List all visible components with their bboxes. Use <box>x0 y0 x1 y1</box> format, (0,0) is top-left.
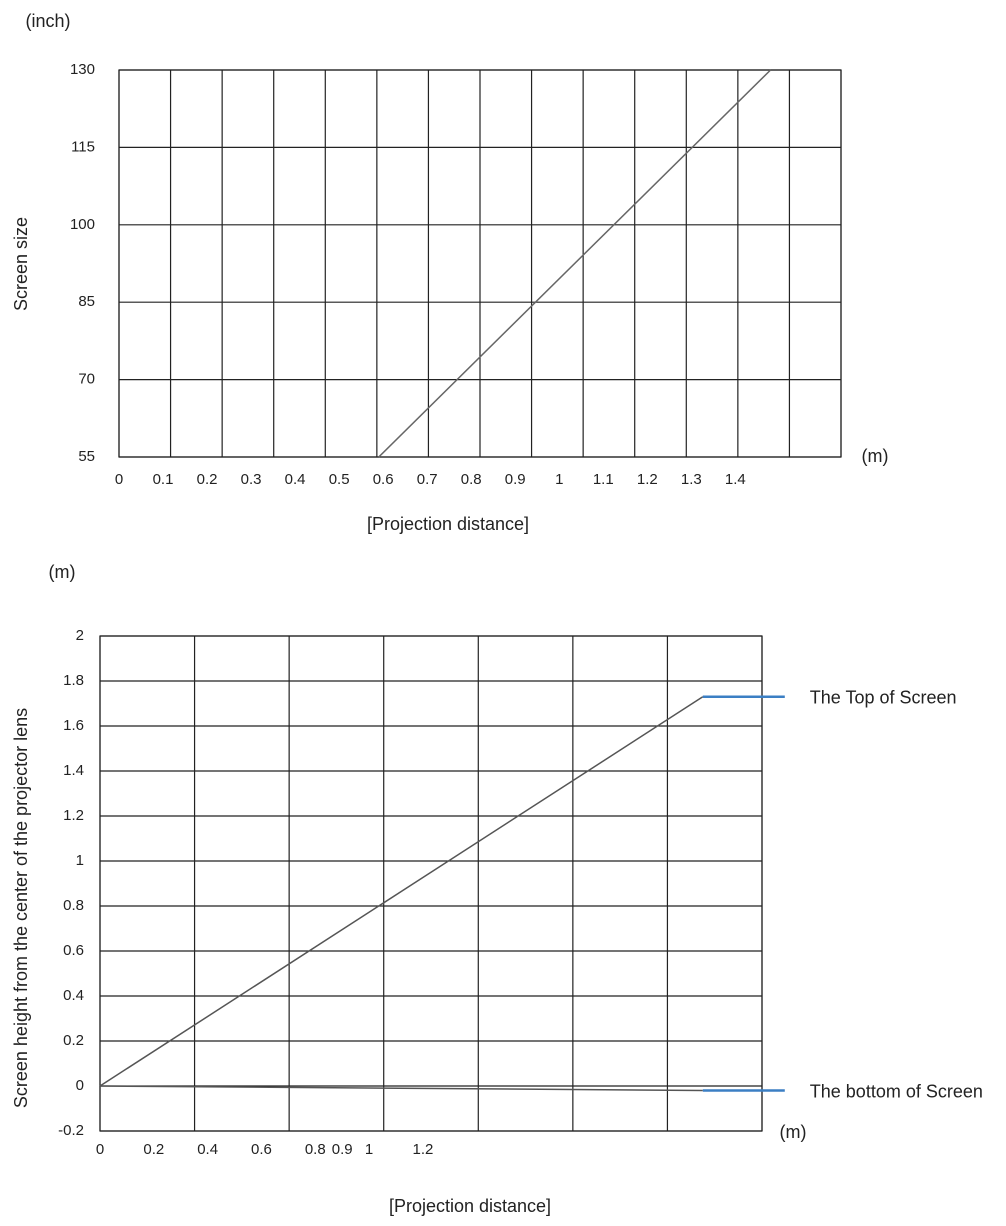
y-axis-label: Screen height from the center of the pro… <box>11 708 31 1108</box>
y-unit: (inch) <box>25 11 70 31</box>
y-tick-label: 100 <box>70 216 95 233</box>
x-tick-label: 0.5 <box>329 471 350 488</box>
x-tick-label: 0.6 <box>251 1141 272 1158</box>
x-tick-label: 1 <box>365 1141 373 1158</box>
x-tick-label: 0.4 <box>197 1141 218 1158</box>
series-line <box>99 696 704 1087</box>
series-line <box>378 69 772 458</box>
x-axis-label: [Projection distance] <box>389 1196 551 1216</box>
x-tick-label: 0.7 <box>417 471 438 488</box>
x-tick-label: 1.1 <box>593 471 614 488</box>
x-unit: (m) <box>862 446 889 466</box>
x-tick-label: 0.6 <box>373 471 394 488</box>
x-tick-label: 0.9 <box>332 1141 353 1158</box>
x-tick-label: 0.4 <box>285 471 306 488</box>
y-tick-label: 1.2 <box>63 807 84 824</box>
plot-border <box>118 69 842 458</box>
y-tick-label: 1.8 <box>63 672 84 689</box>
y-tick-label: 0.8 <box>63 897 84 914</box>
x-tick-label: 0.2 <box>143 1141 164 1158</box>
series-line <box>99 1085 703 1092</box>
y-tick-label: 0.6 <box>63 942 84 959</box>
x-tick-label: 1 <box>555 471 563 488</box>
plot-border <box>99 635 763 1132</box>
x-tick-label: 0.1 <box>153 471 174 488</box>
y-tick-label: 1.6 <box>63 717 84 734</box>
x-tick-label: 0.3 <box>241 471 262 488</box>
x-tick-label: 0 <box>96 1141 104 1158</box>
y-axis-label: Screen size <box>11 217 31 311</box>
x-tick-label: 0.8 <box>305 1141 326 1158</box>
y-tick-label: 1.4 <box>63 762 84 779</box>
x-tick-label: 0.8 <box>461 471 482 488</box>
y-unit: (m) <box>49 562 76 582</box>
y-tick-label: 115 <box>71 138 95 155</box>
x-tick-label: 1.4 <box>725 471 746 488</box>
y-tick-label: 0 <box>76 1077 84 1094</box>
y-tick-label: 55 <box>78 448 95 465</box>
x-unit: (m) <box>780 1122 807 1142</box>
y-tick-label: 130 <box>70 61 95 78</box>
y-tick-label: 0.4 <box>63 987 84 1004</box>
x-axis-label: [Projection distance] <box>367 514 529 534</box>
y-tick-label: -0.2 <box>58 1122 84 1139</box>
series-label: The Top of Screen <box>810 688 957 708</box>
x-tick-label: 0 <box>115 471 123 488</box>
y-tick-label: 85 <box>78 293 95 310</box>
y-tick-label: 0.2 <box>63 1032 84 1049</box>
x-tick-label: 1.3 <box>681 471 702 488</box>
x-tick-label: 1.2 <box>412 1141 433 1158</box>
x-tick-label: 0.2 <box>197 471 218 488</box>
series-label: The bottom of Screen <box>810 1081 983 1101</box>
x-tick-label: 0.9 <box>505 471 526 488</box>
y-tick-label: 2 <box>76 627 84 644</box>
y-tick-label: 70 <box>78 371 95 388</box>
y-tick-label: 1 <box>76 852 84 869</box>
x-tick-label: 1.2 <box>637 471 658 488</box>
